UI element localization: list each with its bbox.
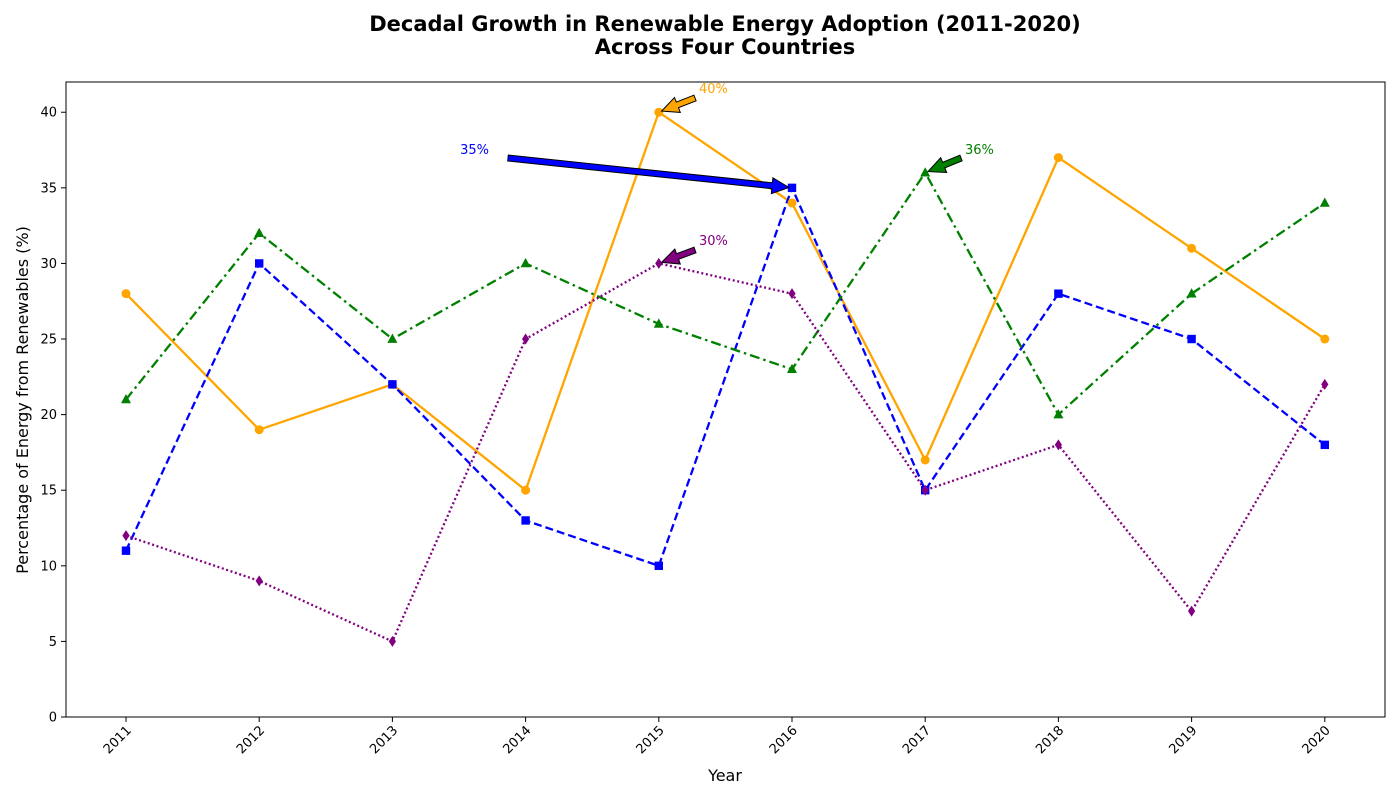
series-3-point [520, 257, 531, 268]
series-2-point [1054, 289, 1063, 298]
y-tick-label: 30 [40, 257, 57, 272]
series-3-point [787, 363, 797, 374]
series-4-point [655, 257, 663, 269]
series-3-point [920, 167, 931, 177]
series-1-point [654, 107, 664, 117]
y-tick-label: 20 [40, 408, 57, 423]
series-4-point [255, 575, 263, 587]
x-axis-label: Year [707, 766, 742, 785]
chart-title-line-2: Across Four Countries [595, 35, 855, 59]
series-3-point [1053, 409, 1064, 419]
series-2-point [1320, 440, 1329, 450]
series-3-point [1186, 288, 1197, 298]
series-3-line [125, 171, 1326, 416]
series-1-point [1053, 153, 1063, 163]
series-2-point [388, 380, 397, 389]
y-tick-label: 35 [40, 181, 57, 196]
annotation-arrow [507, 154, 791, 195]
annotation-arrow [660, 94, 697, 113]
series-3-point [387, 333, 398, 343]
series-3-point [653, 318, 664, 328]
series-1-point [521, 485, 531, 495]
y-tick-label: 10 [40, 559, 57, 574]
series-2-point [654, 561, 663, 571]
series-4-point [1054, 439, 1062, 451]
series-4-point [921, 484, 929, 496]
annotation-label: 36% [965, 143, 994, 158]
y-tick-label: 40 [40, 106, 57, 121]
annotation-label: 30% [699, 234, 728, 249]
axes-frame [65, 81, 1386, 718]
series-2-point [787, 183, 797, 193]
series-2-point [521, 516, 530, 525]
y-tick-label: 0 [49, 711, 57, 726]
series-1-point [1320, 334, 1330, 344]
series-4-point [1188, 605, 1196, 617]
y-tick-label: 5 [49, 635, 57, 650]
y-axis-label: Percentage of Energy from Renewables (%) [13, 226, 32, 574]
series-4-line [125, 262, 1326, 643]
annotation-label: 35% [460, 143, 489, 158]
series-2-point [121, 546, 131, 555]
series-4-point [788, 288, 796, 300]
series-2-point [1187, 334, 1196, 344]
annotation-label: 40% [699, 82, 728, 97]
series-1-line [125, 111, 1326, 492]
series-4-point [1321, 378, 1329, 390]
annotation-arrow [926, 154, 963, 174]
series-4-point [122, 530, 130, 542]
series-1-point [1187, 243, 1197, 253]
series-1-point [920, 455, 930, 465]
series-2-line [124, 186, 1326, 567]
series-1-point [787, 198, 797, 208]
series-1-point [121, 289, 131, 299]
annotation-arrow [660, 246, 697, 265]
series-4-point [388, 635, 396, 647]
series-3-point [1319, 197, 1330, 207]
series-4-point [522, 333, 530, 345]
y-tick-label: 25 [40, 333, 57, 348]
chart-title-line-1: Decadal Growth in Renewable Energy Adopt… [369, 12, 1081, 36]
series-1-point [254, 425, 264, 435]
series-3-point [254, 227, 265, 237]
series-3-point [121, 394, 131, 404]
y-tick-label: 15 [40, 484, 57, 499]
series-2-point [255, 259, 264, 268]
